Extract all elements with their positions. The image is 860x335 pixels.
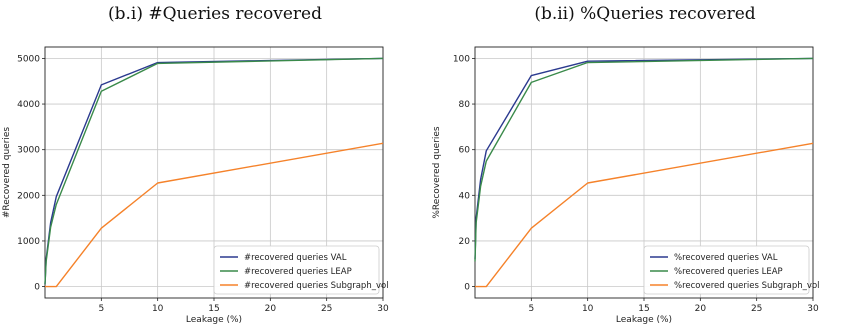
x-tick-label: 20	[695, 304, 707, 314]
legend: #recovered queries VAL #recovered queries…	[213, 245, 389, 295]
legend-entry: #recovered queries LEAP	[244, 267, 352, 277]
y-tick-label: 0	[464, 283, 470, 293]
x-tick-label: 25	[751, 304, 762, 314]
legend-entry: %recovered queries VAL	[674, 253, 778, 263]
series-line-leap	[44, 57, 384, 285]
y-axis-label: #Recovered queries	[2, 127, 12, 219]
legend-box	[643, 245, 810, 295]
y-tick-label: 4000	[17, 100, 40, 110]
chart-title: (b.i) #Queries recovered	[107, 4, 322, 24]
y-tick-label: 80	[459, 100, 471, 110]
y-tick-label: 5000	[17, 54, 40, 64]
legend: %recovered queries VAL %recovered queries…	[643, 245, 820, 295]
x-tick-label: 5	[528, 304, 534, 314]
y-tick-label: 100	[453, 54, 470, 64]
legend-entry: #recovered queries Subgraph_vol	[244, 281, 389, 291]
y-tick-label: 0	[34, 283, 40, 293]
y-tick-label: 40	[459, 191, 471, 201]
x-tick-label: 15	[638, 304, 649, 314]
x-tick-label: 25	[321, 304, 332, 314]
series-line-subgraph	[475, 142, 814, 288]
x-tick-label: 10	[582, 304, 594, 314]
legend-entry: %recovered queries LEAP	[674, 267, 783, 277]
y-tick-label: 2000	[17, 191, 40, 201]
legend-box	[213, 245, 380, 295]
chart-title: (b.ii) %Queries recovered	[534, 4, 756, 24]
y-tick-label: 60	[459, 146, 471, 156]
legend-entry: #recovered queries VAL	[244, 253, 347, 263]
y-tick-label: 1000	[17, 237, 40, 247]
x-tick-label: 30	[377, 304, 389, 314]
x-tick-label: 10	[152, 304, 164, 314]
x-tick-label: 15	[208, 304, 219, 314]
chart-panel-queries-percent: (b.ii) %Queries recovered 5 10 15 20 25 30 0 20…	[430, 0, 860, 335]
y-axis-label: %Recovered queries	[432, 126, 442, 219]
legend-entry: %recovered queries Subgraph_vol	[674, 281, 820, 291]
chart-svg: 5 10 15 20 25 30 0 1000 2000 3000 4000 5000 Leakage …	[2, 46, 389, 325]
chart-panel-queries-count: (b.i) #Queries recovered 5 10 15 20 25 30 0 100…	[2, 4, 389, 325]
x-tick-label: 30	[807, 304, 819, 314]
x-axis-label: Leakage (%)	[186, 315, 242, 325]
x-tick-label: 5	[98, 304, 104, 314]
x-tick-label: 20	[265, 304, 277, 314]
y-tick-label: 3000	[17, 146, 40, 156]
x-axis-label: Leakage (%)	[616, 315, 672, 325]
y-tick-label: 20	[459, 237, 471, 247]
series-line-leap	[474, 57, 814, 262]
series-line-subgraph	[45, 142, 384, 288]
chart-svg: 5 10 15 20 25 30 0 20 40 60 80 100 Leakage (%) %Recov…	[432, 46, 820, 325]
